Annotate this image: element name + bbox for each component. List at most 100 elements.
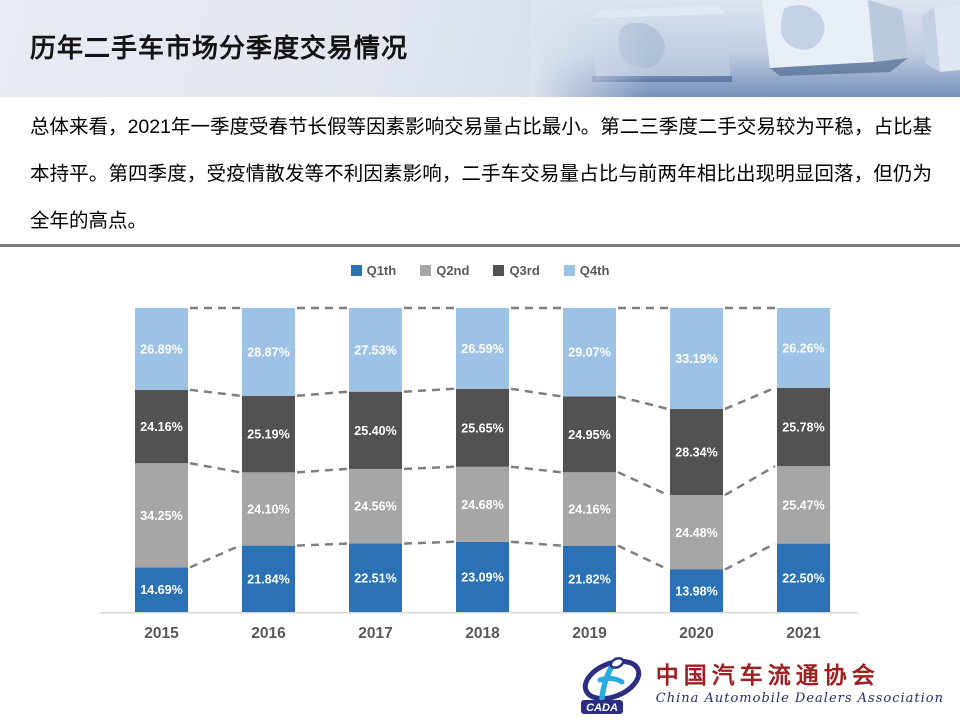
- segment-label: 21.84%: [247, 572, 289, 586]
- connector-line: [724, 465, 776, 497]
- segment-q3rd-2019: [563, 396, 616, 473]
- segment-q4th-2020: [670, 308, 723, 409]
- segment-label: 21.82%: [568, 572, 610, 586]
- segment-label: 26.59%: [461, 342, 503, 356]
- legend-item-q4th: Q4th: [563, 263, 610, 278]
- legend-swatch-q4th: [563, 265, 575, 276]
- cada-name-chinese: 中国汽车流通协会: [655, 662, 880, 690]
- segment-label: 33.19%: [675, 352, 717, 366]
- cada-abbr-text: CADA: [586, 702, 618, 714]
- legend-item-q1th: Q1th: [350, 263, 397, 278]
- connector-line: [724, 386, 776, 411]
- x-axis-label-2020: 2020: [679, 625, 713, 642]
- segment-q1th-2019: [563, 545, 616, 612]
- chart-legend: Q1th Q2nd Q3rd Q4th: [0, 263, 960, 278]
- segment-label: 25.47%: [782, 498, 824, 512]
- bar-2021: 22.50% 25.47% 25.78% 26.26%: [777, 307, 830, 612]
- segment-label: 25.78%: [782, 420, 824, 434]
- connector-line: [403, 387, 455, 393]
- legend-label: Q4th: [579, 263, 610, 278]
- segment-label: 26.26%: [782, 341, 824, 355]
- connector-line: [189, 461, 241, 474]
- segment-q1th-2017: [349, 543, 402, 612]
- legend-swatch-q3rd: [493, 265, 505, 276]
- segment-q3rd-2020: [670, 408, 723, 496]
- segment-label: 25.19%: [247, 428, 289, 442]
- legend-swatch-q2nd: [420, 265, 432, 276]
- chart-area: 14.69% 34.25% 24.16% 26.89% 2015 21.84% 24.10%…: [0, 290, 960, 655]
- connector-line: [510, 465, 562, 474]
- connector-line: [403, 540, 455, 545]
- segment-q2nd-2015: [135, 463, 188, 568]
- cada-logo-emblem: CADA: [580, 657, 641, 714]
- legend-label: Q3rd: [509, 263, 540, 278]
- segment-label: 26.89%: [140, 342, 182, 356]
- bar-2015: 14.69% 34.25% 24.16% 26.89%: [135, 308, 188, 612]
- segment-label: 24.16%: [140, 420, 182, 434]
- segment-q4th-2016: [242, 308, 295, 396]
- connector-line: [189, 388, 241, 398]
- cada-logo: CADA 中国汽车流通协会 China Automobile Dealers A…: [580, 654, 944, 716]
- segment-label: 24.68%: [461, 498, 503, 512]
- connector-line: [617, 471, 669, 497]
- x-axis-label-2015: 2015: [144, 625, 179, 642]
- segment-q1th-2018: [456, 541, 509, 612]
- segment-label: 24.48%: [675, 526, 717, 540]
- segment-label: 34.25%: [140, 509, 182, 523]
- segment-label: 23.09%: [461, 570, 503, 584]
- connector-line: [724, 542, 776, 571]
- bar-2016: 21.84% 24.10% 25.19% 28.87%: [242, 308, 295, 612]
- segment-q2nd-2016: [242, 472, 295, 546]
- segment-label: 28.34%: [675, 446, 717, 460]
- segment-label: 14.69%: [140, 583, 182, 597]
- segment-label: 29.07%: [568, 346, 610, 360]
- segment-label: 27.53%: [354, 343, 396, 357]
- segment-q4th-2015: [135, 308, 188, 390]
- summary-text: 总体来看，2021年一季度受春节长假等因素影响交易量占比最小。第二三季度二手交易…: [30, 116, 932, 232]
- segment-q2nd-2019: [563, 472, 616, 546]
- segment-q4th-2017: [349, 308, 402, 392]
- connector-line: [510, 540, 562, 547]
- quarterly-share-stacked-bar-chart: 14.69% 34.25% 24.16% 26.89% 2015 21.84% 24.10%…: [100, 306, 858, 642]
- segment-q1th-2021: [777, 543, 830, 612]
- connector-line: [296, 542, 348, 547]
- segment-q4th-2018: [456, 307, 509, 389]
- bar-2018: 23.09% 24.68% 25.65% 26.59%: [456, 307, 509, 612]
- segment-label: 24.10%: [247, 502, 289, 516]
- connector-line: [510, 387, 562, 398]
- segment-q2nd-2020: [670, 495, 723, 570]
- x-axis-label-2018: 2018: [465, 625, 500, 642]
- legend-label: Q1th: [366, 263, 397, 278]
- x-axis-label-2017: 2017: [358, 625, 392, 642]
- x-axis-label-2019: 2019: [572, 625, 607, 642]
- segment-q2nd-2021: [777, 466, 830, 544]
- segment-label: 22.51%: [354, 571, 396, 585]
- section-divider: [0, 244, 960, 247]
- segment-label: 24.56%: [354, 500, 396, 514]
- segment-q1th-2015: [135, 567, 188, 612]
- segment-q2nd-2017: [349, 468, 402, 544]
- cada-logo-texts: 中国汽车流通协会 China Automobile Dealers Associ…: [655, 662, 944, 706]
- segment-q3rd-2017: [349, 391, 402, 469]
- bar-2017: 22.51% 24.56% 25.40% 27.53%: [349, 308, 402, 612]
- segment-label: 24.95%: [568, 428, 610, 442]
- segment-q4th-2021: [777, 307, 830, 388]
- legend-item-q2nd: Q2nd: [420, 263, 469, 278]
- segment-label: 25.40%: [354, 424, 396, 438]
- header-band: 历年二手车市场分季度交易情况: [0, 0, 960, 97]
- segment-q3rd-2018: [456, 388, 509, 467]
- legend-label: Q2nd: [436, 263, 470, 278]
- segment-q3rd-2021: [777, 387, 830, 467]
- segment-label: 25.65%: [461, 421, 503, 435]
- x-axis-label-2016: 2016: [251, 625, 286, 642]
- page-title: 历年二手车市场分季度交易情况: [30, 33, 409, 63]
- segment-q3rd-2015: [135, 389, 188, 464]
- connector-line: [617, 544, 669, 571]
- legend-swatch-q1th: [350, 265, 362, 276]
- bar-2019: 21.82% 24.16% 24.95% 29.07%: [563, 308, 616, 612]
- connector-line: [617, 395, 669, 411]
- connector-line: [403, 465, 455, 471]
- segment-q1th-2020: [670, 569, 723, 612]
- x-axis-label-2021: 2021: [786, 625, 821, 642]
